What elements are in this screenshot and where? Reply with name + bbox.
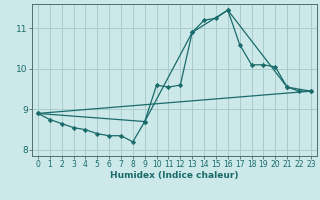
X-axis label: Humidex (Indice chaleur): Humidex (Indice chaleur) xyxy=(110,171,239,180)
